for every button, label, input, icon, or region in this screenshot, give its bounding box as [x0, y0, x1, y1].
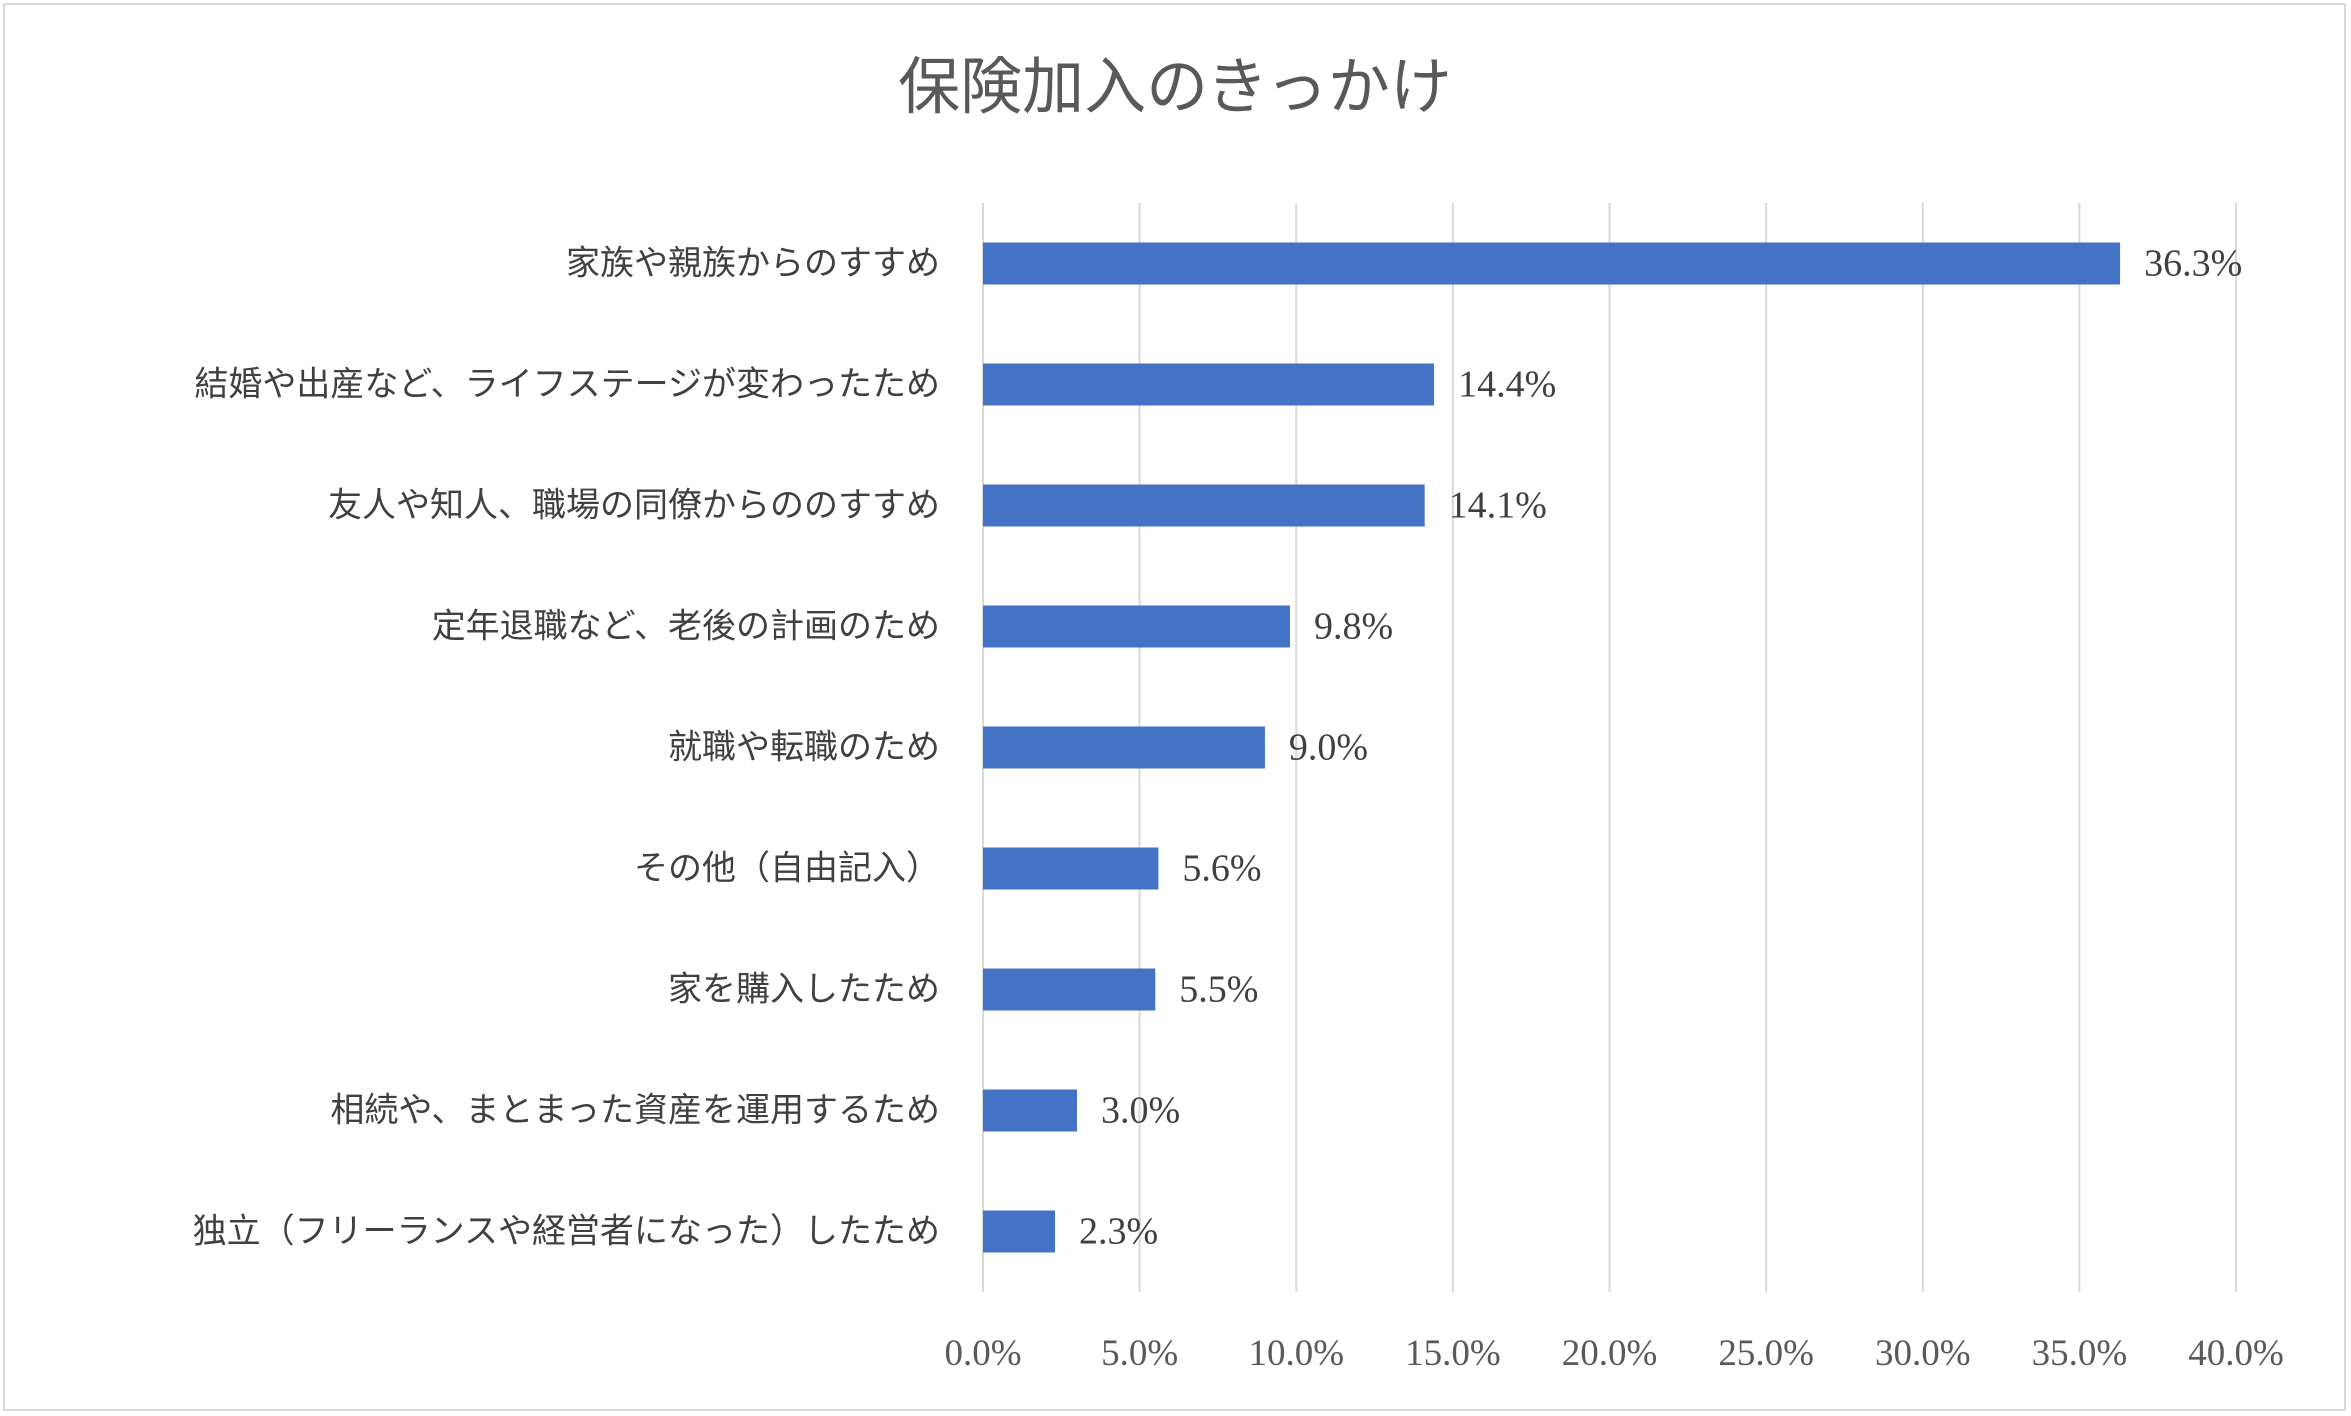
data-label: 36.3% [2144, 243, 2242, 285]
data-label: 9.8% [1314, 606, 1393, 648]
x-tick-label: 40.0% [2188, 1333, 2284, 1374]
category-label: 友人や知人、職場の同僚からののすすめ [328, 486, 940, 526]
category-labels: 家族や親族からのすすめ結婚や出産など、ライフステージが変わったため友人や知人、職… [193, 244, 940, 1252]
category-label: 定年退職など、老後の計画のため [432, 607, 940, 647]
data-labels: 36.3% 14.4% 14.1% 9.8% 9.0% 5.6% 5.5% 3.0% 2.3% [1079, 243, 2242, 1253]
bar [983, 847, 1159, 890]
x-tick-label: 25.0% [1718, 1333, 1814, 1374]
bar [983, 605, 1290, 648]
category-label: その他（自由記入） [634, 849, 940, 889]
category-label: 結婚や出産など、ライフステージが変わったため [194, 365, 940, 405]
category-label: 家を購入したため [668, 970, 940, 1010]
category-label: 就職や転職のため [668, 728, 940, 768]
bar [983, 1210, 1056, 1253]
data-label: 14.1% [1449, 485, 1547, 527]
data-label: 9.0% [1289, 727, 1368, 769]
chart-frame [3, 3, 2346, 1411]
x-tick-label: 35.0% [2032, 1333, 2128, 1374]
x-axis-ticks: 0.0% 5.0% 10.0% 15.0% 20.0% 25.0% 30.0% 35.0% 40… [944, 1333, 2283, 1374]
bar [983, 968, 1156, 1011]
bar [983, 726, 1265, 769]
category-label: 家族や親族からのすすめ [566, 244, 940, 284]
bars [983, 242, 2121, 1253]
bar [983, 242, 2121, 285]
data-label: 5.5% [1179, 969, 1258, 1011]
x-tick-label: 15.0% [1405, 1333, 1501, 1374]
data-label: 3.0% [1101, 1090, 1180, 1132]
bar [983, 1089, 1077, 1132]
x-tick-label: 30.0% [1875, 1333, 1971, 1374]
x-tick-label: 20.0% [1562, 1333, 1658, 1374]
data-label: 5.6% [1182, 848, 1261, 890]
bar [983, 484, 1425, 527]
data-label: 14.4% [1458, 364, 1556, 406]
x-tick-label: 0.0% [944, 1333, 1021, 1374]
x-tick-label: 10.0% [1248, 1333, 1344, 1374]
data-label: 2.3% [1079, 1211, 1158, 1253]
category-label: 独立（フリーランスや経営者になった）したため [193, 1212, 940, 1252]
category-label: 相続や、まとまった資産を運用するため [330, 1091, 940, 1131]
bar [983, 363, 1435, 406]
x-tick-label: 5.0% [1101, 1333, 1178, 1374]
chart-title: 保険加入のきっかけ [898, 50, 1452, 123]
